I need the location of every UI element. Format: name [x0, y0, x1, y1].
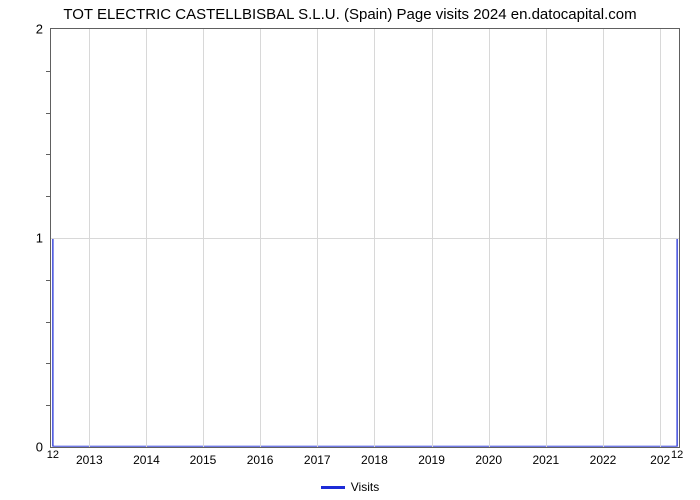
x-tick-label: 2021 [533, 453, 560, 467]
x-tick-label: 2016 [247, 453, 274, 467]
y-minor-tick [46, 154, 51, 155]
x-tick-label: 2022 [590, 453, 617, 467]
y-minor-tick [46, 405, 51, 406]
chart-area: 2013201420152016201720182019202020212022… [50, 28, 680, 448]
y-minor-tick [46, 280, 51, 281]
chart-title: TOT ELECTRIC CASTELLBISBAL S.L.U. (Spain… [0, 0, 700, 23]
legend-label: Visits [351, 480, 379, 494]
data-point-label: 12 [47, 449, 59, 461]
y-minor-tick [46, 113, 51, 114]
x-tick-label: 2015 [190, 453, 217, 467]
x-tick-label: 202 [650, 453, 670, 467]
y-tick-label: 0 [36, 440, 43, 455]
y-minor-tick [46, 196, 51, 197]
x-tick-label: 2018 [361, 453, 388, 467]
y-minor-tick [46, 322, 51, 323]
y-tick-label: 1 [36, 231, 43, 246]
legend-swatch [321, 486, 345, 489]
x-tick-label: 2020 [475, 453, 502, 467]
plot-area: 2013201420152016201720182019202020212022… [50, 28, 680, 448]
y-tick-label: 2 [36, 22, 43, 37]
x-tick-label: 2017 [304, 453, 331, 467]
x-tick-label: 2013 [76, 453, 103, 467]
x-tick-label: 2019 [418, 453, 445, 467]
data-point-label: 12 [671, 449, 683, 461]
y-minor-tick [46, 71, 51, 72]
legend: Visits [0, 480, 700, 494]
x-tick-label: 2014 [133, 453, 160, 467]
gridline-h [51, 238, 679, 239]
y-minor-tick [46, 363, 51, 364]
